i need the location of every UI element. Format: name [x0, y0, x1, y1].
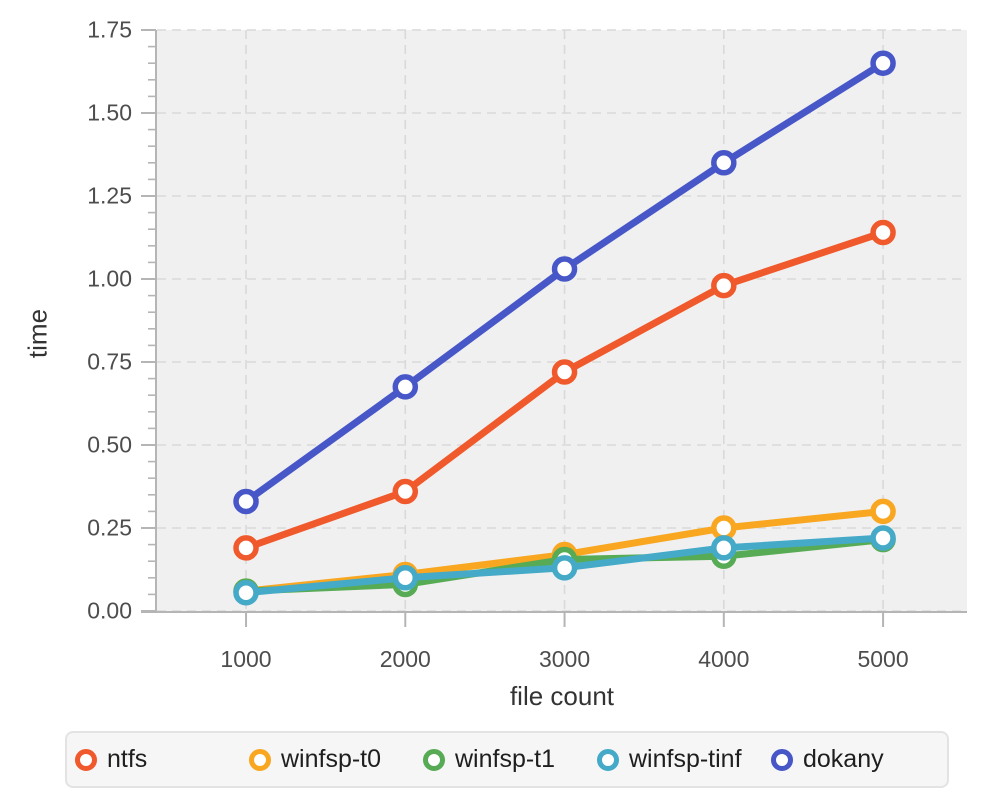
y-tick-label: 1.50 [87, 99, 132, 126]
series-marker-ntfs [233, 535, 259, 561]
y-tick-label: 0.50 [87, 431, 132, 458]
legend-label: winfsp-t1 [455, 745, 556, 773]
legend-label: dokany [803, 745, 884, 773]
legend-item-winfsp-t1[interactable]: winfsp-t1 [423, 745, 597, 774]
series-marker-winfsp-tinf [870, 525, 896, 551]
series-marker-dokany [711, 150, 737, 176]
series-marker-winfsp-tinf [392, 565, 419, 591]
y-tick-label: 1.75 [87, 16, 132, 43]
plot-area [157, 30, 967, 611]
y-axis-title: time [22, 308, 53, 359]
y-tick-label: 1.25 [87, 182, 132, 209]
series-marker-dokany [233, 488, 259, 515]
legend-marker-icon [423, 748, 445, 771]
series-marker-winfsp-t0 [711, 515, 737, 541]
legend-label: winfsp-tinf [629, 745, 742, 773]
y-tick-label: 0.00 [87, 597, 132, 624]
series-marker-dokany [392, 374, 419, 400]
series-marker-winfsp-tinf [711, 535, 737, 561]
x-axis-title: file count [509, 681, 615, 711]
x-tick-label: 2000 [379, 646, 431, 672]
y-tick-label: 0.25 [87, 514, 132, 541]
x-tick-label: 1000 [220, 646, 272, 672]
series-marker-winfsp-tinf [551, 555, 578, 581]
x-tick-label: 4000 [698, 646, 750, 672]
series-marker-winfsp-t0 [870, 498, 896, 525]
y-tick-label: 1.00 [87, 265, 132, 292]
legend-label: ntfs [107, 745, 148, 773]
series-marker-ntfs [870, 219, 896, 246]
series-marker-winfsp-tinf [233, 579, 259, 606]
series-marker-dokany [870, 50, 896, 76]
legend-item-dokany[interactable]: dokany [771, 745, 945, 774]
x-tick-label: 5000 [857, 646, 909, 672]
legend: ntfs winfsp-t0 winfsp-t1 winfsp-tinf dokany [65, 731, 949, 788]
legend-marker-icon [75, 748, 97, 771]
legend-item-winfsp-tinf[interactable]: winfsp-tinf [597, 745, 771, 774]
legend-marker-icon [771, 748, 793, 771]
legend-marker-icon [249, 748, 271, 771]
y-tick-label: 0.75 [87, 348, 132, 375]
legend-item-winfsp-t0[interactable]: winfsp-t0 [249, 745, 423, 774]
series-marker-ntfs [711, 272, 737, 299]
x-tick-label: 3000 [538, 646, 591, 672]
legend-label: winfsp-t0 [281, 745, 382, 773]
series-marker-ntfs [392, 478, 419, 505]
legend-marker-icon [597, 748, 619, 771]
series-marker-ntfs [551, 359, 578, 385]
legend-item-ntfs[interactable]: ntfs [75, 745, 249, 774]
series-marker-dokany [551, 256, 578, 282]
